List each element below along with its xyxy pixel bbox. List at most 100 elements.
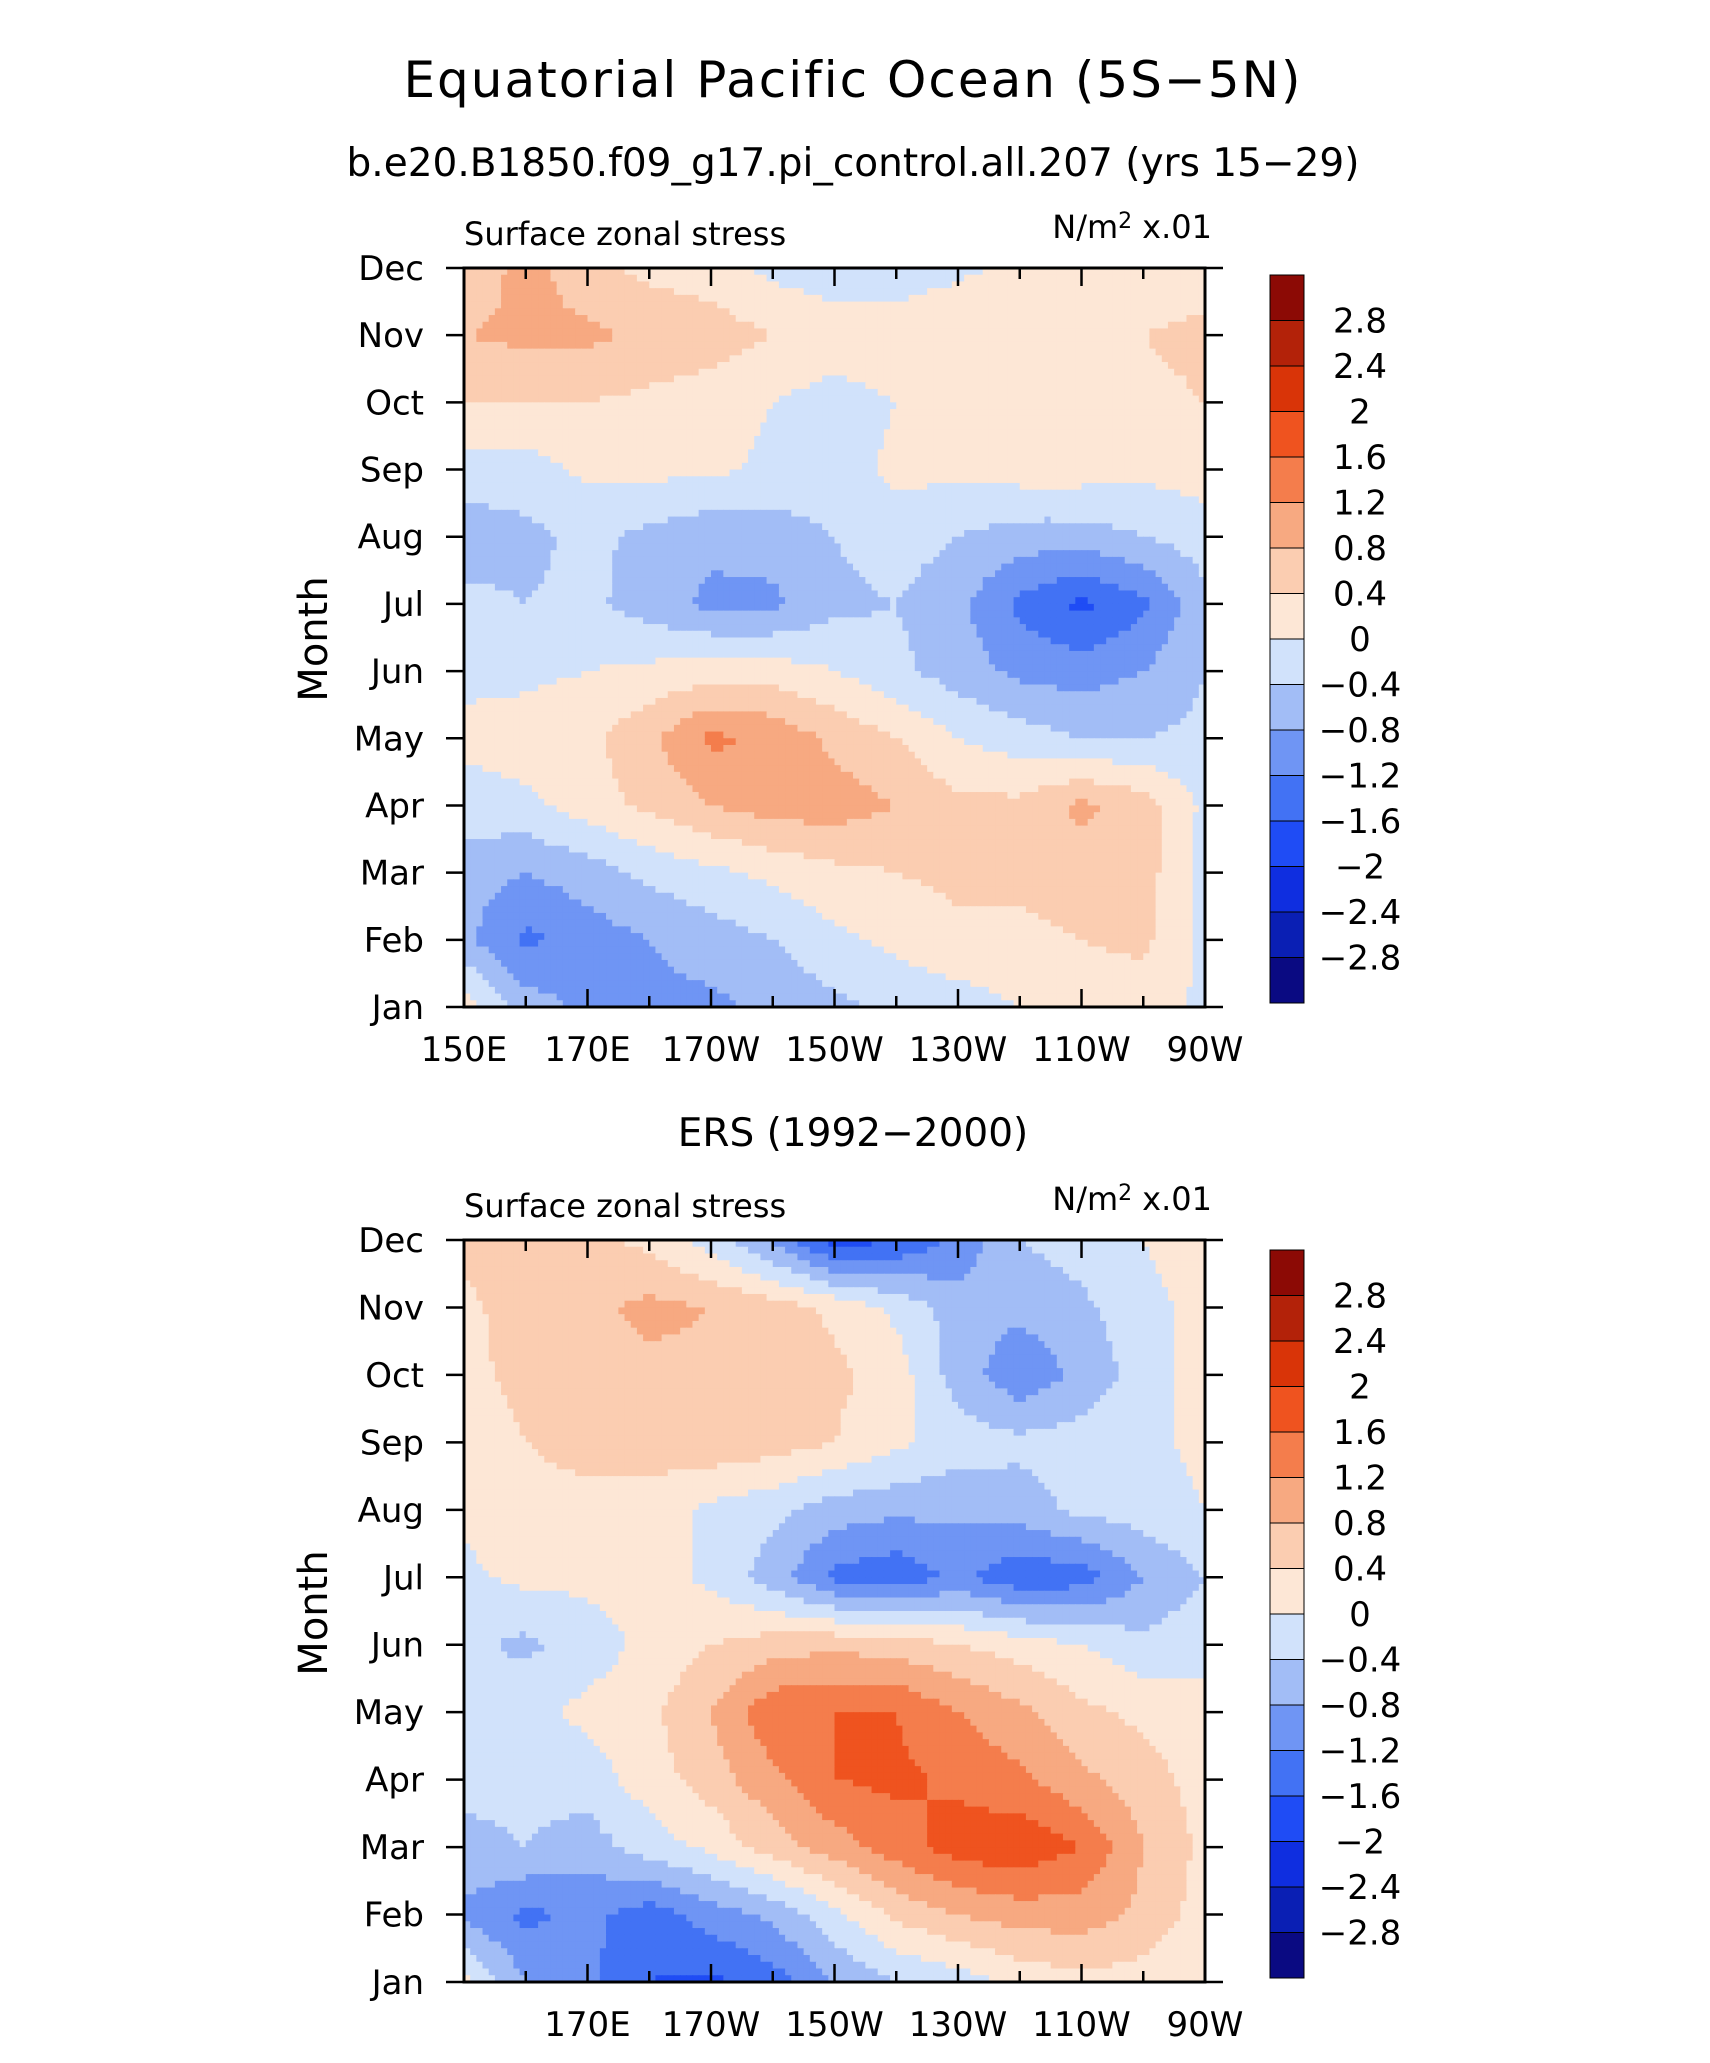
colorbar-label-1-2: 2 (1349, 1368, 1371, 1408)
colorbar-label-0-7: 0 (1349, 620, 1371, 660)
colorbar-box-0-9 (1270, 685, 1304, 731)
colorbar-label-1-12: −2 (1335, 1823, 1385, 1863)
colorbar-label-0-3: 1.6 (1333, 438, 1387, 478)
colorbar-box-0-3 (1270, 412, 1304, 458)
y-tick-label-0-2: Mar (360, 854, 424, 894)
x-tick-label-0-4: 130W (909, 1030, 1008, 1070)
colorbar-label-0-6: 0.4 (1333, 575, 1387, 615)
colorbar-box-0-15 (1270, 958, 1304, 1004)
colorbar-label-1-6: 0.4 (1333, 1550, 1387, 1590)
colorbar-box-0-13 (1270, 867, 1304, 913)
colorbar-label-1-9: −0.8 (1319, 1686, 1402, 1726)
colorbar-box-0-4 (1270, 457, 1304, 503)
colorbar-label-1-10: −1.2 (1319, 1732, 1402, 1772)
colorbar-label-0-11: −1.6 (1319, 802, 1402, 842)
colorbar-label-0-2: 2 (1349, 393, 1371, 433)
y-tick-label-1-0: Jan (370, 1963, 424, 2003)
y-tick-label-1-5: Jun (369, 1626, 424, 1666)
panel-model-colorbar: 2.82.421.61.20.80.40−0.4−0.8−1.2−1.6−2−2… (1270, 275, 1401, 1003)
y-tick-label-1-2: Mar (360, 1828, 424, 1868)
y-tick-label-0-0: Jan (370, 988, 424, 1028)
colorbar-box-0-11 (1270, 776, 1304, 822)
y-tick-label-0-4: May (354, 719, 424, 759)
panel-obs-left-label: Surface zonal stress (464, 1187, 786, 1225)
y-tick-label-1-8: Sep (360, 1423, 424, 1463)
y-tick-label-1-3: Apr (365, 1761, 424, 1801)
colorbar-box-0-5 (1270, 503, 1304, 549)
y-tick-label-1-7: Aug (358, 1491, 424, 1531)
colorbar-box-0-8 (1270, 639, 1304, 685)
x-tick-label-0-3: 150W (785, 1030, 884, 1070)
colorbar-label-0-1: 2.4 (1333, 347, 1387, 387)
panel-model-left-label: Surface zonal stress (464, 215, 786, 253)
colorbar-label-1-11: −1.6 (1319, 1777, 1402, 1817)
x-tick-label-1-5: 90W (1167, 2005, 1244, 2045)
panel-obs-colorbar: 2.82.421.61.20.80.40−0.4−0.8−1.2−1.6−2−2… (1270, 1250, 1401, 1978)
colorbar-label-0-9: −0.8 (1319, 711, 1402, 751)
colorbar-box-0-10 (1270, 730, 1304, 776)
y-tick-label-0-8: Sep (360, 451, 424, 491)
colorbar-box-1-8 (1270, 1614, 1304, 1660)
y-tick-label-1-10: Nov (358, 1288, 424, 1328)
colorbar-box-1-5 (1270, 1478, 1304, 1524)
x-tick-label-0-1: 170E (544, 1030, 630, 1070)
y-tick-label-0-5: Jun (369, 652, 424, 692)
colorbar-label-0-0: 2.8 (1333, 302, 1387, 342)
y-tick-label-0-3: Apr (365, 786, 424, 826)
colorbar-box-0-1 (1270, 321, 1304, 367)
colorbar-box-0-14 (1270, 912, 1304, 958)
x-tick-label-1-3: 130W (909, 2005, 1008, 2045)
x-tick-label-1-2: 150W (785, 2005, 884, 2045)
panel-0-field (464, 268, 1206, 1008)
colorbar-box-1-9 (1270, 1660, 1304, 1706)
x-tick-label-1-0: 170E (544, 2005, 630, 2045)
panel-model-units-exp: 2 (1118, 209, 1132, 234)
x-tick-label-0-5: 110W (1032, 1030, 1131, 1070)
colorbar-label-1-13: −2.4 (1319, 1868, 1402, 1908)
colorbar-label-1-7: 0 (1349, 1595, 1371, 1635)
x-tick-label-0-0: 150E (421, 1030, 507, 1070)
colorbar-label-1-1: 2.4 (1333, 1322, 1387, 1362)
colorbar-label-0-12: −2 (1335, 848, 1385, 888)
y-tick-label-1-1: Feb (364, 1896, 424, 1936)
y-tick-label-0-11: Dec (358, 249, 424, 289)
colorbar-label-1-5: 0.8 (1333, 1504, 1387, 1544)
colorbar-label-1-4: 1.2 (1333, 1459, 1387, 1499)
colorbar-box-1-10 (1270, 1705, 1304, 1751)
panel-obs-units-exp: 2 (1118, 1181, 1132, 1206)
colorbar-box-1-13 (1270, 1842, 1304, 1888)
colorbar-label-1-3: 1.6 (1333, 1413, 1387, 1453)
panel-obs-ylabel: Month (291, 1550, 337, 1675)
panel-obs: ERS (1992−2000) Surface zonal stress N/m… (291, 1111, 1401, 2045)
y-tick-label-1-9: Oct (365, 1356, 424, 1396)
colorbar-box-1-14 (1270, 1887, 1304, 1933)
colorbar-label-0-14: −2.8 (1319, 939, 1402, 979)
y-tick-label-0-9: Oct (365, 383, 424, 423)
y-tick-label-1-4: May (354, 1693, 424, 1733)
colorbar-box-1-0 (1270, 1250, 1304, 1296)
x-tick-label-0-6: 90W (1167, 1030, 1244, 1070)
x-tick-label-0-2: 170W (662, 1030, 761, 1070)
colorbar-box-0-12 (1270, 821, 1304, 867)
colorbar-label-1-0: 2.8 (1333, 1277, 1387, 1317)
colorbar-box-0-7 (1270, 594, 1304, 640)
colorbar-box-1-12 (1270, 1796, 1304, 1842)
colorbar-label-0-10: −1.2 (1319, 757, 1402, 797)
colorbar-box-1-4 (1270, 1432, 1304, 1478)
colorbar-box-1-6 (1270, 1523, 1304, 1569)
y-tick-label-1-6: Jul (381, 1558, 424, 1598)
colorbar-box-1-3 (1270, 1387, 1304, 1433)
y-tick-label-0-7: Aug (358, 518, 424, 558)
panel-obs-subtitle: ERS (1992−2000) (678, 1111, 1029, 1156)
figure-title: Equatorial Pacific Ocean (5S−5N) (403, 51, 1302, 109)
y-tick-label-0-10: Nov (358, 316, 424, 356)
colorbar-box-0-0 (1270, 275, 1304, 321)
y-tick-label-1-11: Dec (358, 1221, 424, 1261)
panel-model-ylabel: Month (291, 576, 337, 701)
colorbar-box-1-2 (1270, 1341, 1304, 1387)
colorbar-label-0-13: −2.4 (1319, 893, 1402, 933)
